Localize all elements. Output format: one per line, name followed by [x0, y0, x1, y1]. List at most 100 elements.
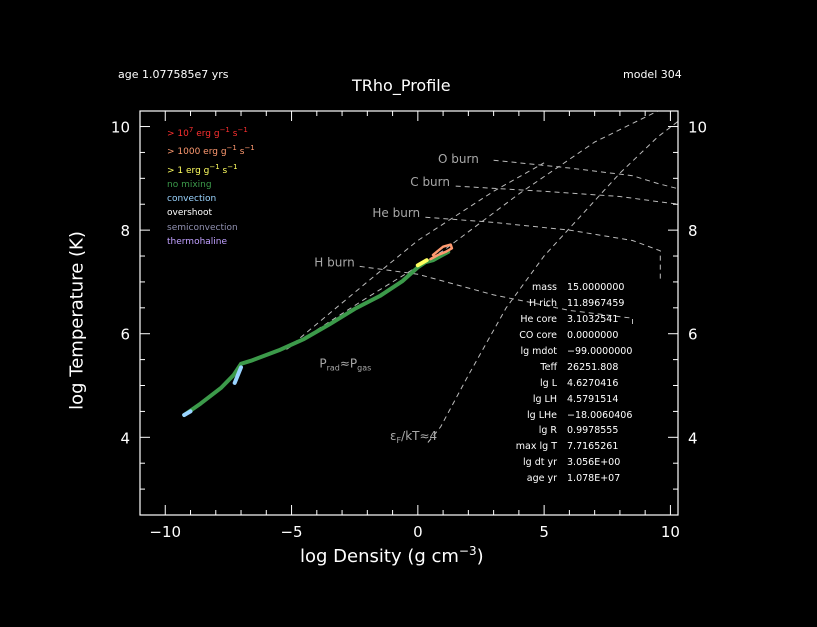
info-value: 0.0000000: [567, 330, 619, 342]
legend-text: −1: [209, 162, 220, 171]
legend-entry: thermohaline: [167, 235, 255, 249]
legend-text: thermohaline: [167, 237, 228, 248]
annotation: εF/kT≈4: [390, 429, 437, 445]
legend-text: no mixing: [167, 179, 212, 190]
reference-line: [427, 121, 679, 443]
info-row: He core 3.1032541: [495, 312, 632, 328]
legend-text: −1: [219, 126, 230, 134]
info-value: 3.056E+00: [567, 457, 621, 469]
info-value: 26251.808: [567, 361, 619, 373]
series-line: [182, 249, 451, 417]
legend-text: −1: [226, 144, 237, 153]
info-row: H rich 11.8967459: [495, 296, 632, 312]
chart-title: TRho_Profile: [352, 76, 451, 95]
y-tick-label-right: 6: [688, 326, 698, 344]
legend-entry: > 1 erg g−1 s−1: [167, 160, 255, 178]
legend-text: s: [236, 147, 245, 158]
info-table: mass 15.0000000 H rich 11.8967459 He core 3.1…: [495, 280, 633, 487]
series-line: [182, 409, 193, 417]
annotation-part: ε: [390, 429, 397, 443]
annotations: O burn C burn He burn H burn Prad≈Pgas εF/kT≈…: [314, 152, 479, 445]
legend-text: s: [229, 129, 238, 139]
info-key: lg dt yr: [523, 457, 557, 469]
y-tick-label: 8: [120, 222, 130, 240]
model-text: model 304: [623, 68, 682, 81]
info-row: lg L 4.6270416: [495, 375, 632, 391]
info-key: Teff: [540, 361, 557, 373]
info-value: 4.6270416: [567, 377, 619, 389]
info-value: 4.5791514: [567, 393, 619, 405]
legend-entry: > 107 erg g−1 s−1: [167, 123, 255, 141]
y-axis-label: log Temperature (K): [66, 231, 88, 410]
info-panel: mass 15.0000000 H rich 11.8967459 He core 3.1…: [495, 280, 633, 487]
info-value: 1.078E+07: [567, 473, 621, 485]
info-value: 15.0000000: [567, 282, 625, 294]
info-key: H rich: [529, 298, 557, 310]
legend-text: −1: [244, 144, 255, 153]
x-tick-label: 0: [413, 523, 423, 541]
x-tick-label: 10: [661, 523, 680, 541]
info-key: CO core: [519, 330, 557, 342]
legend-text: overshoot: [167, 208, 213, 219]
x-axis-label-main: log Density (g cm: [300, 546, 459, 567]
info-value: 3.1032541: [567, 314, 619, 326]
legend-entry: overshoot: [167, 206, 255, 220]
info-key: lg LH: [532, 393, 557, 405]
axis-ticks: −10 −5 0 5 10 4 4 6 6 8 8 10 10: [111, 111, 707, 541]
legend-entry: convection: [167, 192, 255, 206]
info-value: 7.7165261: [567, 441, 619, 453]
info-value: −18.0060406: [567, 409, 633, 421]
info-key: lg LHe: [527, 409, 557, 421]
x-tick-label: −5: [280, 523, 302, 541]
info-row: CO core 0.0000000: [495, 328, 632, 344]
info-row: lg mdot −99.0000000: [495, 344, 632, 360]
legend-text: > 1 erg g: [167, 165, 210, 176]
annotation: O burn: [438, 152, 479, 166]
series-line: [415, 258, 429, 268]
info-key: mass: [532, 282, 557, 294]
info-key: lg L: [540, 377, 557, 389]
info-key: lg mdot: [520, 346, 557, 357]
annotation: H burn: [314, 255, 354, 269]
info-key: lg R: [538, 425, 557, 437]
info-row: lg LH 4.5791514: [495, 391, 632, 407]
annotation-part: ≈P: [340, 356, 357, 370]
reference-line: [455, 185, 679, 205]
legend-text: −1: [237, 126, 248, 134]
legend-entry: no mixing: [167, 178, 255, 192]
legend-text: 7: [188, 126, 194, 134]
reference-lines: [286, 110, 679, 443]
annotation-part: P: [319, 356, 326, 370]
info-key: max lg T: [515, 441, 557, 453]
legend-text: > 1000 erg g: [167, 147, 227, 158]
y-tick-label: 10: [111, 119, 130, 137]
info-row: mass 15.0000000: [495, 280, 632, 296]
y-tick-label-right: 10: [688, 119, 707, 137]
annotation-part: gas: [357, 363, 371, 372]
info-row: age yr 1.078E+07: [495, 471, 632, 487]
x-axis-label: log Density (g cm−3): [300, 544, 484, 567]
legend: > 107 erg g−1 s−1 > 1000 erg g−1 s−1 > 1 e…: [167, 123, 255, 249]
x-tick-label: −10: [149, 523, 181, 541]
annotation-part: /kT≈4: [401, 429, 437, 443]
legend-text: −1: [227, 162, 238, 171]
series-line: [429, 243, 454, 261]
legend-entry: semiconvection: [167, 221, 255, 235]
info-row: lg dt yr 3.056E+00: [495, 455, 632, 471]
reference-line: [286, 162, 545, 350]
legend-text: convection: [167, 194, 217, 205]
y-tick-label-right: 4: [688, 429, 698, 447]
legend-text: semiconvection: [167, 222, 238, 233]
info-value: −99.0000000: [567, 346, 633, 357]
info-key: He core: [520, 314, 557, 326]
legend-text: > 10: [167, 129, 189, 139]
info-value: 0.9978555: [567, 425, 619, 437]
annotation: C burn: [410, 175, 450, 189]
profile-series: [182, 243, 454, 417]
reference-line: [359, 265, 633, 326]
info-row: lg R 0.9978555: [495, 423, 632, 439]
annotation: He burn: [372, 206, 420, 220]
x-axis-label-sup: −3: [458, 544, 477, 558]
info-row: Teff 26251.808: [495, 359, 632, 375]
info-value: 11.8967459: [567, 298, 625, 310]
